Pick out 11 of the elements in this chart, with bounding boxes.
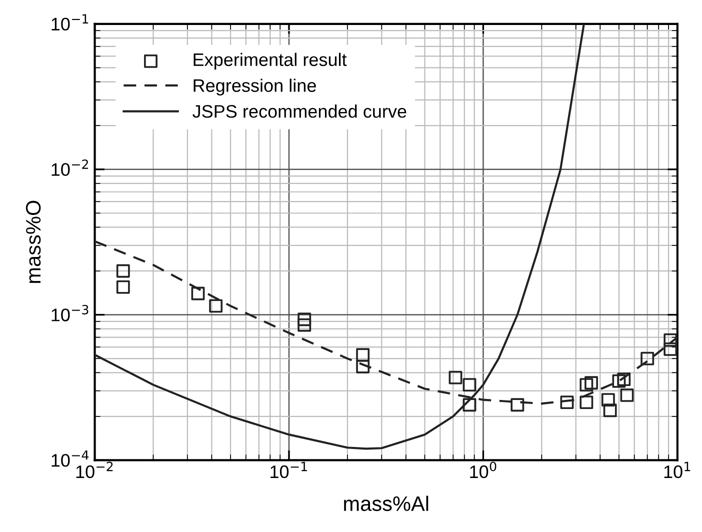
- x-axis-title: mass%Al: [344, 496, 428, 512]
- legend-label: JSPS recommended curve: [192, 104, 406, 118]
- y-tick-label: 10$^{−2}$: [52, 159, 88, 176]
- y-tick-label: 10$^{−1}$: [52, 14, 88, 31]
- y-axis-title: mass%O: [26, 200, 41, 283]
- x-tick-label: 10$^{−1}$: [270, 462, 307, 478]
- x-tick-label: 10$^{0}$: [470, 462, 496, 478]
- legend-label: Regression line: [194, 78, 316, 96]
- legend-label: Experimental result: [194, 52, 347, 70]
- x-tick-label: 10$^{1}$: [664, 462, 690, 478]
- y-tick-label: 10$^{−3}$: [52, 304, 88, 322]
